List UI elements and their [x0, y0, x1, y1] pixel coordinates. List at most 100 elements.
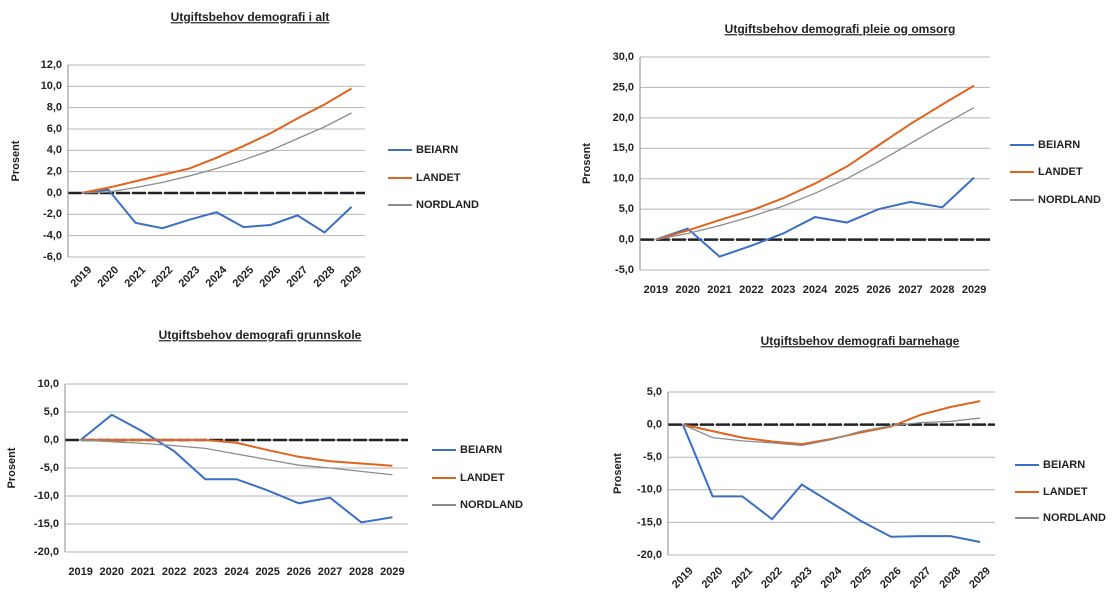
x-tick-label: 2026: [878, 565, 904, 591]
y-tick-label: -5,0: [615, 264, 634, 276]
y-tick-label: 4,0: [47, 144, 62, 156]
x-tick-label: 2019: [670, 565, 696, 591]
x-tick-label: 2027: [285, 264, 311, 290]
x-tick-label: 2019: [69, 264, 95, 290]
y-tick-label: 0,0: [619, 233, 634, 245]
x-tick-label: 2029: [967, 565, 993, 591]
y-tick-label: 10,0: [613, 173, 634, 185]
y-tick-label: -10,0: [637, 484, 662, 496]
legend-label: NORDLAND: [1043, 512, 1106, 524]
x-tick-label: 2025: [835, 284, 859, 296]
x-tick-label: 2025: [231, 264, 257, 290]
y-tick-label: -5,0: [643, 451, 662, 463]
y-axis-label: Prosent: [10, 140, 22, 181]
y-tick-label: 2,0: [47, 166, 62, 178]
x-tick-label: 2023: [789, 565, 815, 591]
series-line: [681, 424, 981, 543]
x-tick-label: 2028: [349, 566, 373, 578]
x-tick-label: 2026: [287, 566, 311, 578]
x-tick-label: 2024: [803, 284, 828, 296]
x-tick-label: 2022: [150, 264, 176, 290]
y-tick-label: 10,0: [41, 80, 62, 92]
legend-label: NORDLAND: [1038, 194, 1101, 206]
x-tick-label: 2020: [700, 565, 726, 591]
x-tick-label: 2021: [123, 264, 149, 290]
y-tick-label: -20,0: [34, 546, 59, 558]
x-tick-label: 2026: [258, 264, 284, 290]
legend-label: BEIARN: [416, 144, 458, 156]
x-tick-label: 2025: [848, 565, 874, 591]
x-tick-label: 2029: [380, 566, 404, 578]
x-tick-label: 2027: [318, 566, 342, 578]
x-tick-label: 2025: [255, 566, 279, 578]
legend-label: BEIARN: [460, 444, 502, 456]
series-line: [682, 417, 981, 447]
legend-label: BEIARN: [1038, 139, 1080, 151]
y-tick-label: 0,0: [647, 419, 662, 431]
x-tick-label: 2020: [675, 284, 699, 296]
series-line: [80, 439, 393, 476]
chart-title: Utgiftsbehov demografi i alt: [171, 10, 330, 24]
y-tick-label: 6,0: [47, 123, 62, 135]
chart-title: Utgiftsbehov demografi grunnskole: [159, 328, 362, 342]
legend-label: NORDLAND: [460, 499, 523, 511]
y-tick-label: -20,0: [637, 549, 662, 561]
y-tick-label: -15,0: [34, 518, 59, 530]
y-axis-label: Prosent: [6, 447, 18, 488]
legend-label: LANDET: [416, 172, 461, 184]
y-tick-label: 5,0: [619, 203, 634, 215]
x-tick-label: 2021: [729, 565, 755, 591]
y-tick-label: 10,0: [38, 378, 59, 390]
series-line: [655, 84, 975, 241]
x-tick-label: 2021: [707, 284, 731, 296]
y-tick-label: -15,0: [637, 516, 662, 528]
y-tick-label: -2,0: [43, 208, 62, 220]
y-tick-label: 8,0: [47, 102, 62, 114]
y-tick-label: 5,0: [44, 406, 59, 418]
legend-label: BEIARN: [1043, 459, 1085, 471]
y-tick-label: 0,0: [44, 434, 59, 446]
legend-label: LANDET: [1043, 486, 1088, 498]
x-tick-label: 2028: [937, 565, 963, 591]
series-line: [682, 400, 981, 446]
x-tick-label: 2028: [930, 284, 954, 296]
series-line: [81, 188, 353, 234]
x-tick-label: 2022: [739, 284, 763, 296]
chart-title: Utgiftsbehov demografi pleie og omsorg: [725, 22, 956, 36]
x-tick-label: 2029: [339, 264, 365, 290]
x-tick-label: 2024: [224, 566, 249, 578]
x-tick-label: 2021: [131, 566, 155, 578]
x-tick-label: 2022: [759, 565, 785, 591]
legend-label: LANDET: [460, 472, 505, 484]
y-axis-label: Prosent: [581, 143, 593, 184]
y-tick-label: 20,0: [613, 112, 634, 124]
y-tick-label: 0,0: [47, 187, 62, 199]
x-tick-label: 2023: [193, 566, 217, 578]
series-line: [80, 439, 393, 467]
x-tick-label: 2020: [96, 264, 122, 290]
x-tick-label: 2024: [204, 263, 230, 289]
series-line: [655, 176, 975, 258]
x-tick-label: 2028: [312, 264, 338, 290]
y-axis-label: Prosent: [612, 453, 624, 494]
x-tick-label: 2023: [771, 284, 795, 296]
series-line: [655, 106, 975, 241]
series-line: [79, 413, 393, 524]
x-tick-label: 2027: [908, 565, 934, 591]
x-tick-label: 2019: [68, 566, 92, 578]
legend-label: LANDET: [1038, 166, 1083, 178]
legend-label: NORDLAND: [416, 199, 479, 211]
y-tick-label: -4,0: [43, 230, 62, 242]
y-tick-label: 5,0: [647, 386, 662, 398]
y-tick-label: 15,0: [613, 142, 634, 154]
y-tick-label: 25,0: [613, 81, 634, 93]
chart-title: Utgiftsbehov demografi barnehage: [761, 334, 960, 348]
x-tick-label: 2022: [162, 566, 186, 578]
x-tick-label: 2023: [177, 264, 203, 290]
x-tick-label: 2026: [866, 284, 890, 296]
x-tick-label: 2019: [644, 284, 668, 296]
x-tick-label: 2024: [819, 564, 845, 590]
x-tick-label: 2020: [100, 566, 124, 578]
x-tick-label: 2029: [962, 284, 986, 296]
